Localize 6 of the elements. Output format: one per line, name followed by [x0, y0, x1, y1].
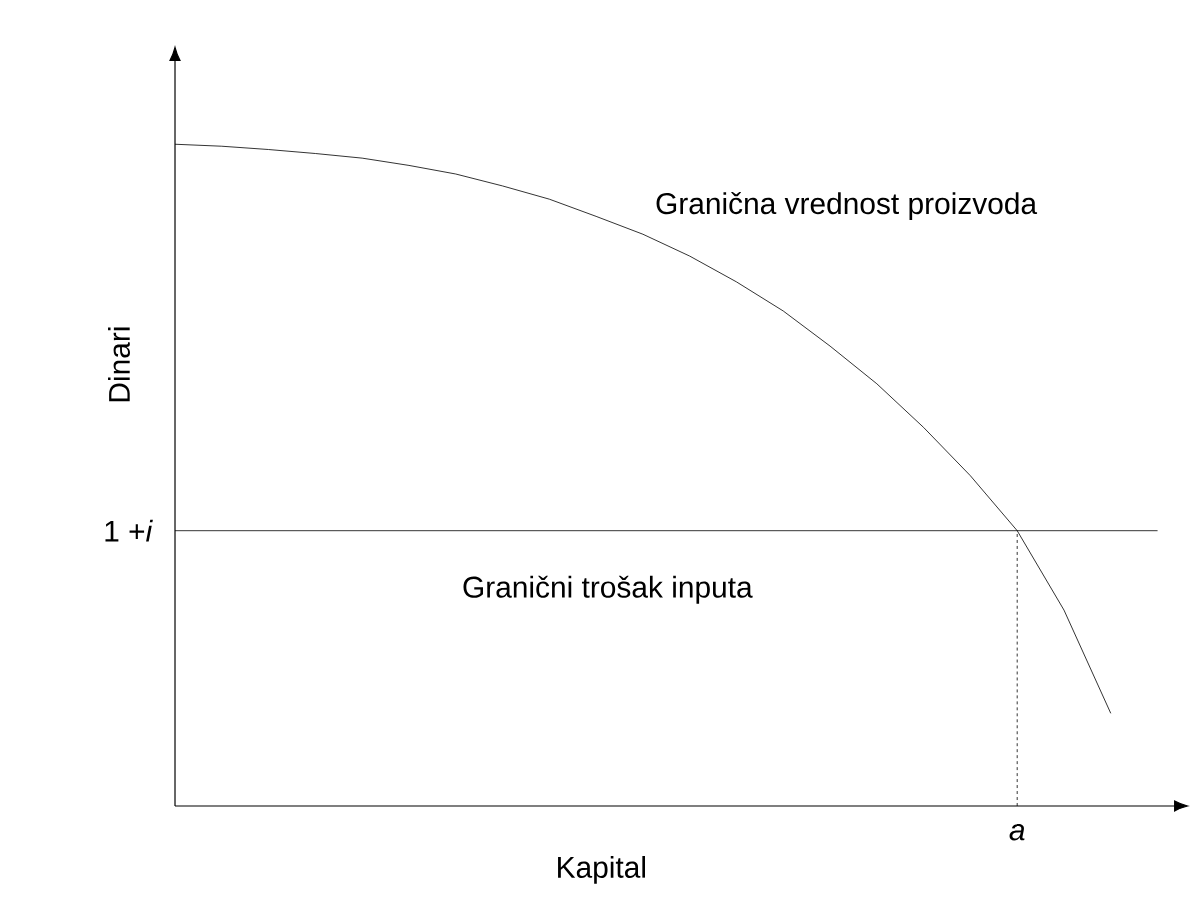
x-axis-title: Kapital — [558, 856, 645, 884]
text: a — [1009, 824, 1025, 841]
y-axis-title: Dinari — [108, 327, 130, 402]
series-label: Granična vrednost proizvoda — [656, 192, 1038, 221]
series-label: Granični trošak inputa — [463, 575, 753, 604]
text: 1 +i — [105, 519, 153, 542]
